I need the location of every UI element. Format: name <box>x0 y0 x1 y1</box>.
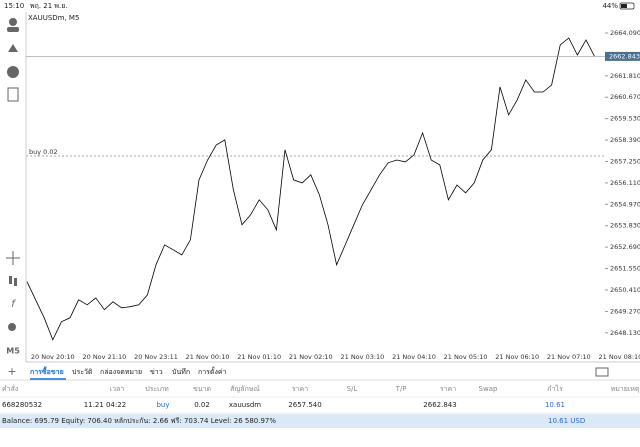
price-box-label: 2662.843 <box>609 52 640 60</box>
y-tick-label: 2656.110 <box>610 179 640 187</box>
x-tick-label: 20 Nov 20:10 <box>31 353 75 361</box>
status-time: 15:10 <box>4 2 24 10</box>
column-header: Swap <box>479 385 498 393</box>
buy-label: buy 0.02 <box>29 148 58 156</box>
x-tick-label: 21 Nov 00:10 <box>186 353 230 361</box>
indicator-icon[interactable] <box>9 276 12 284</box>
x-tick-label: 21 Nov 02:10 <box>289 353 333 361</box>
footer-total: 10.61 USD <box>548 417 585 425</box>
status-date: พฤ. 21 พ.ย. <box>30 2 68 10</box>
y-tick-label: 2648.130 <box>610 329 640 337</box>
tab[interactable]: ประวัติ <box>72 368 93 376</box>
add-icon[interactable]: + <box>7 365 16 378</box>
cell-time: 11.21 04:22 <box>84 401 126 409</box>
timeframe-icon[interactable]: M5 <box>6 347 20 356</box>
x-tick-label: 20 Nov 21:10 <box>82 353 126 361</box>
footer-bar <box>0 414 640 428</box>
x-tick-label: 20 Nov 23:11 <box>134 353 178 361</box>
cell-order: 668280532 <box>2 401 42 409</box>
cell-profit: 10.61 <box>545 401 565 409</box>
price-box <box>605 51 640 61</box>
column-header: ขนาด <box>193 385 211 393</box>
price-line <box>26 37 595 341</box>
chart: 2664.090 2661.810 2660.670 2659.530 2658.390… <box>26 29 640 361</box>
y-tick-label: 2651.550 <box>610 265 640 273</box>
tab[interactable]: การซื้อขาย <box>30 365 64 376</box>
x-tick-label: 21 Nov 05:10 <box>444 353 488 361</box>
y-tick-label: 2649.270 <box>610 307 640 315</box>
trade-icon[interactable] <box>8 44 18 52</box>
tab[interactable]: ข่าว <box>150 368 163 376</box>
battery-level <box>621 4 627 8</box>
account-icon[interactable] <box>9 18 17 26</box>
cell-volume: 0.02 <box>194 401 210 409</box>
column-header: ราคา <box>292 385 308 393</box>
account-icon-body[interactable] <box>7 27 19 32</box>
crosshair-icon[interactable] <box>6 251 20 265</box>
column-header: S/L <box>347 385 358 393</box>
footer-summary: Balance: 695.79 Equity: 706.40 หลักประกั… <box>2 417 276 425</box>
y-tick-label: 2653.830 <box>610 222 640 230</box>
y-tick-label: 2650.410 <box>610 286 640 294</box>
y-tick-label: 2657.250 <box>610 157 640 165</box>
indicator-icon[interactable] <box>14 278 17 286</box>
cell-open-price: 2657.540 <box>288 401 321 409</box>
panel-icon[interactable] <box>595 367 609 377</box>
x-tick-label: 21 Nov 06:10 <box>495 353 539 361</box>
y-tick-label: 2660.670 <box>610 93 640 101</box>
y-tick-label: 2661.810 <box>610 72 640 80</box>
x-tick-label: 21 Nov 07:10 <box>547 353 591 361</box>
table: คำสั่ง เวลา ประเภท ขนาด สัญลักษณ์ ราคา S/L T/P ร… <box>0 384 640 414</box>
x-tick-label: 21 Nov 08:10 <box>598 353 640 361</box>
chat-icon[interactable] <box>7 66 19 78</box>
column-header: ราคา <box>440 385 456 393</box>
y-tick-label: 2654.970 <box>610 200 640 208</box>
y-tick-label: 2658.390 <box>610 136 640 144</box>
cell-type: buy <box>156 401 169 409</box>
function-icon[interactable]: f <box>11 299 16 310</box>
tab[interactable]: กล่องจดหมาย <box>100 368 142 376</box>
tab[interactable]: บันทึก <box>172 367 190 376</box>
column-header: สัญลักษณ์ <box>230 385 260 393</box>
battery-icon <box>619 2 635 10</box>
chart-title: XAUUSDm, M5 <box>28 14 79 22</box>
x-tick-label: 21 Nov 03:10 <box>340 353 384 361</box>
column-header: เวลา <box>110 385 125 393</box>
y-tick-label: 2664.090 <box>610 29 640 37</box>
cell-symbol: xauusdm <box>229 401 261 409</box>
column-header: กำไร <box>547 384 563 393</box>
status-battery: 44% <box>602 2 618 10</box>
y-tick-label: 2652.690 <box>610 243 640 251</box>
x-tick-label: 21 Nov 01:10 <box>237 353 281 361</box>
new-icon[interactable] <box>7 87 19 102</box>
tab[interactable]: การตั้งค่า <box>198 365 227 376</box>
tabs: การซื้อขาย ประวัติ กล่องจดหมาย ข่าว บันทึก กา… <box>30 365 227 380</box>
objects-icon[interactable] <box>8 323 16 331</box>
y-tick-label: 2659.530 <box>610 115 640 123</box>
column-header: T/P <box>395 385 407 393</box>
toolbar: f M5 <box>6 18 20 356</box>
column-header: คำสั่ง <box>2 384 18 393</box>
column-header: ประเภท <box>145 385 169 393</box>
cell-price: 2662.843 <box>423 401 456 409</box>
column-header: หมายเหตุ <box>611 385 640 393</box>
x-tick-label: 21 Nov 04:10 <box>392 353 436 361</box>
